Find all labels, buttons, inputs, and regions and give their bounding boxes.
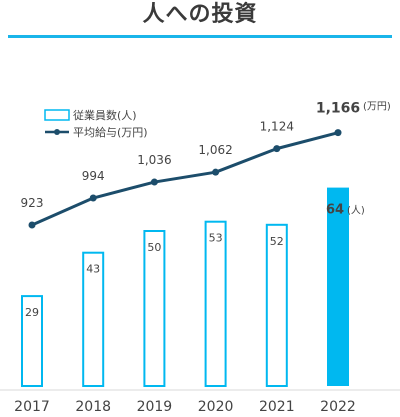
x-tick-2021: 2021 [259,399,295,415]
legend-bar-label: 従業員数(人) [73,109,137,122]
bar-2018 [82,251,105,387]
legend: 従業員数(人) 平均給与(万円) [44,109,148,139]
salary-value-2022: 1,166 [316,101,360,117]
salary-value-2021: 1,124 [260,120,294,134]
bar-value-2022: 64 [326,203,344,218]
bar-value-2017: 29 [25,306,39,319]
x-tick-2019: 2019 [137,399,173,415]
bar-value-2021: 52 [270,235,284,248]
bars-layer: 29 43 50 53 52 64 (人) [21,187,365,388]
salary-point-2021 [273,145,281,153]
salary-line [31,131,339,227]
salary-point-2022 [334,129,342,137]
salary-unit-label: (万円) [363,102,391,113]
bar-2019 [143,230,166,387]
x-tick-2018: 2018 [75,399,111,415]
line-layer: 923 994 1,036 1,062 1,124 1,166 (万円) [21,101,391,229]
salary-value-2019: 1,036 [137,153,171,167]
bar-2022 [327,187,349,386]
legend-line-label: 平均給与(万円) [73,125,148,139]
bar-value-2020: 53 [209,232,223,245]
bar-value-2019: 50 [147,241,161,254]
bar-value-2018: 43 [86,263,100,276]
legend-bar-swatch [44,109,70,121]
salary-point-2018 [89,194,97,202]
bar-2017 [21,295,43,388]
x-tick-2020: 2020 [198,399,234,415]
bar-2020 [204,220,227,387]
bar-2021 [265,223,288,387]
salary-point-2019 [150,178,158,186]
title-rule [8,35,392,38]
salary-value-2020: 1,062 [198,143,232,157]
x-tick-2017: 2017 [14,399,50,415]
bar-unit-label: (人) [347,205,365,217]
x-tick-2022: 2022 [320,399,356,415]
legend-line-marker [54,129,60,135]
x-axis: 2017 2018 2019 2020 2021 2022 [0,389,400,415]
salary-point-2017 [28,221,36,229]
chart-title: 人への投資 [142,2,258,27]
salary-point-2020 [212,168,220,176]
salary-value-2017: 923 [21,196,44,210]
salary-value-2018: 994 [82,169,105,183]
